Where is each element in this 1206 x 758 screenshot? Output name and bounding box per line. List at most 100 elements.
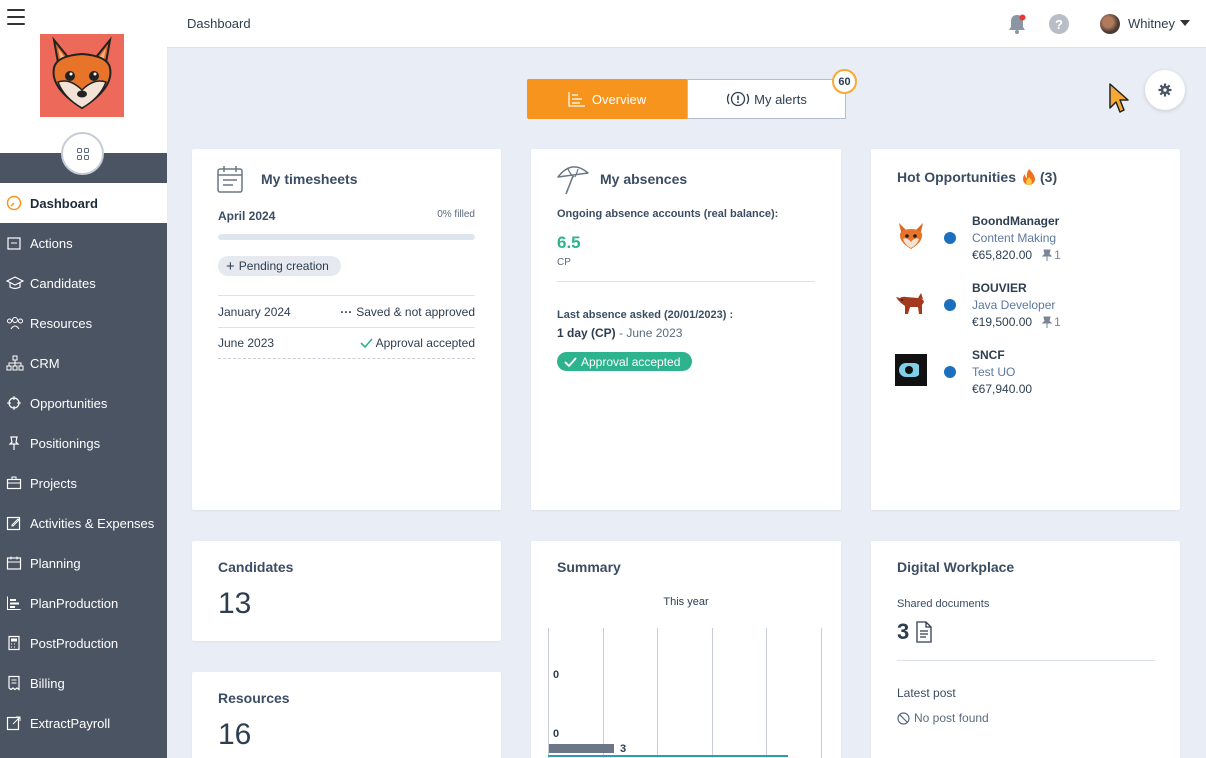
timesheet-fill-status: 0% filled <box>437 209 475 220</box>
sidebar-item-planning[interactable]: Planning <box>0 543 167 583</box>
timesheet-period[interactable]: April 2024 <box>218 209 276 223</box>
pin-icon <box>1042 249 1053 261</box>
dashboard-settings-button[interactable] <box>1145 70 1185 110</box>
digital-workplace-card: Digital Workplace Shared documents 3 Lat… <box>871 541 1180 758</box>
sidebar-item-label: PostProduction <box>30 635 119 651</box>
latest-post-label: Latest post <box>897 686 956 700</box>
sidebar-item-actions[interactable]: Actions <box>0 223 167 263</box>
actions-icon <box>7 237 21 250</box>
timesheet-row-status: Saved & not approved <box>356 304 475 319</box>
divider <box>557 281 815 282</box>
sidebar-item-crm[interactable]: CRM <box>0 343 167 383</box>
pending-creation-button[interactable]: + Pending creation <box>218 256 341 276</box>
chart-gridline <box>821 628 822 758</box>
pin-icon <box>1042 316 1053 328</box>
sidebar-item-label: Billing <box>30 675 65 691</box>
sidebar-item-positionings[interactable]: Positionings <box>0 423 167 463</box>
opportunity-company: SNCF <box>972 348 1005 362</box>
opportunity-title-link[interactable]: Test UO <box>972 365 1016 379</box>
shared-documents-count[interactable]: 3 <box>897 619 933 645</box>
sidebar-item-postproduction[interactable]: PostProduction <box>0 623 167 663</box>
opportunity-item[interactable]: BOUVIER Java Developer €19,500.00 1 <box>895 281 1165 331</box>
pin-icon <box>8 436 20 450</box>
absence-balance-unit: CP <box>557 257 571 268</box>
opportunity-title-link[interactable]: Java Developer <box>972 298 1056 312</box>
sidebar-item-projects[interactable]: Projects <box>0 463 167 503</box>
tab-overview-label: Overview <box>591 91 647 107</box>
timesheets-card: My timesheets April 2024 0% filled + Pen… <box>192 149 501 510</box>
summary-card: Summary This year 0 0 3 <box>531 541 841 758</box>
fire-icon <box>1023 169 1035 185</box>
user-menu-name[interactable]: Whitney <box>1128 16 1175 31</box>
company-logo[interactable] <box>40 34 124 117</box>
candidates-count: 13 <box>218 587 252 620</box>
opportunity-amount-line: €67,940.00 <box>972 382 1032 396</box>
chart-data-label: 0 <box>553 728 560 740</box>
opportunity-company: BOUVIER <box>972 281 1027 295</box>
timesheet-row-status: Approval accepted <box>375 336 475 350</box>
sidebar-item-label: Actions <box>30 235 73 251</box>
sidebar-item-dashboard[interactable]: Dashboard <box>0 183 167 223</box>
sidebar-item-activities-expenses[interactable]: Activities & Expenses <box>0 503 167 543</box>
help-button[interactable]: ? <box>1049 14 1069 34</box>
tab-alerts-label: My alerts <box>754 91 807 107</box>
chart-gridline <box>548 628 549 758</box>
sidebar-item-label: Resources <box>30 315 93 331</box>
opportunity-amount-line: €65,820.00 1 <box>972 248 1061 262</box>
positionings-count-value: 1 <box>1054 248 1061 262</box>
avatar[interactable] <box>1100 14 1120 34</box>
timesheets-title: My timesheets <box>261 171 358 187</box>
last-absence-label: Last absence asked (20/01/2023) : <box>557 309 734 321</box>
status-dot <box>944 232 956 244</box>
sidebar-item-label: Activities & Expenses <box>30 515 155 531</box>
sidebar-item-opportunities[interactable]: Opportunities <box>0 383 167 423</box>
sidebar-item-candidates[interactable]: Candidates <box>0 263 167 303</box>
status-dot <box>944 366 956 378</box>
timesheet-row[interactable]: January 2024 ··· Saved & not approved <box>218 295 475 327</box>
candidates-card[interactable]: Candidates 13 <box>192 541 501 641</box>
sidebar-item-label: PlanProduction <box>30 595 119 611</box>
sidebar: Dashboard Actions Candidates Resources C… <box>0 0 167 758</box>
people-icon <box>7 317 23 330</box>
digital-workplace-title: Digital Workplace <box>897 559 1015 575</box>
apps-grid-button[interactable] <box>61 132 104 175</box>
hot-opportunities-count: (3) <box>1040 169 1058 185</box>
sidebar-item-resources[interactable]: Resources <box>0 303 167 343</box>
pending-creation-label: Pending creation <box>238 259 329 273</box>
sidebar-item-planproduction[interactable]: PlanProduction <box>0 583 167 623</box>
status-dot <box>944 299 956 311</box>
sidebar-item-billing[interactable]: Billing <box>0 663 167 703</box>
menu-icon[interactable] <box>7 9 25 25</box>
sidebar-header <box>0 0 167 153</box>
opportunity-logo <box>899 223 923 249</box>
check-icon <box>360 338 373 348</box>
resources-card[interactable]: Resources 16 <box>192 672 501 758</box>
opportunity-item[interactable]: BoondManager Content Making €65,820.00 1 <box>895 214 1165 264</box>
tab-my-alerts[interactable]: My alerts <box>687 79 846 119</box>
positionings-count: 1 <box>1042 315 1061 329</box>
list-chart-icon <box>568 92 585 107</box>
positionings-count: 1 <box>1042 248 1061 262</box>
graduation-cap-icon <box>6 276 24 290</box>
chart-gridline <box>712 628 713 758</box>
last-absence-duration: 1 day (CP) <box>557 326 616 340</box>
timesheet-row[interactable]: June 2023 Approval accepted <box>218 327 475 359</box>
opportunity-amount: €19,500.00 <box>972 315 1033 329</box>
document-icon <box>916 621 932 643</box>
status-badge: Approval accepted <box>557 352 693 371</box>
sidebar-item-extractpayroll[interactable]: ExtractPayroll <box>0 703 167 743</box>
absence-balance-value: 6.5 <box>557 233 581 252</box>
last-absence-detail[interactable]: 1 day (CP) - June 2023 <box>557 326 682 340</box>
chevron-down-icon[interactable] <box>1180 20 1190 26</box>
opportunity-title-link[interactable]: Content Making <box>972 231 1057 245</box>
plus-icon: + <box>226 257 235 275</box>
pencil-square-icon <box>6 516 21 531</box>
beach-umbrella-icon <box>557 166 589 195</box>
notifications-button[interactable] <box>1007 13 1027 40</box>
sidebar-item-label: ExtractPayroll <box>30 715 111 731</box>
no-post-text: No post found <box>914 711 989 725</box>
opportunity-item[interactable]: SNCF Test UO €67,940.00 <box>895 348 1165 398</box>
opportunity-amount: €65,820.00 <box>972 248 1033 262</box>
bell-icon <box>1009 14 1026 34</box>
tab-overview[interactable]: Overview <box>527 79 687 119</box>
